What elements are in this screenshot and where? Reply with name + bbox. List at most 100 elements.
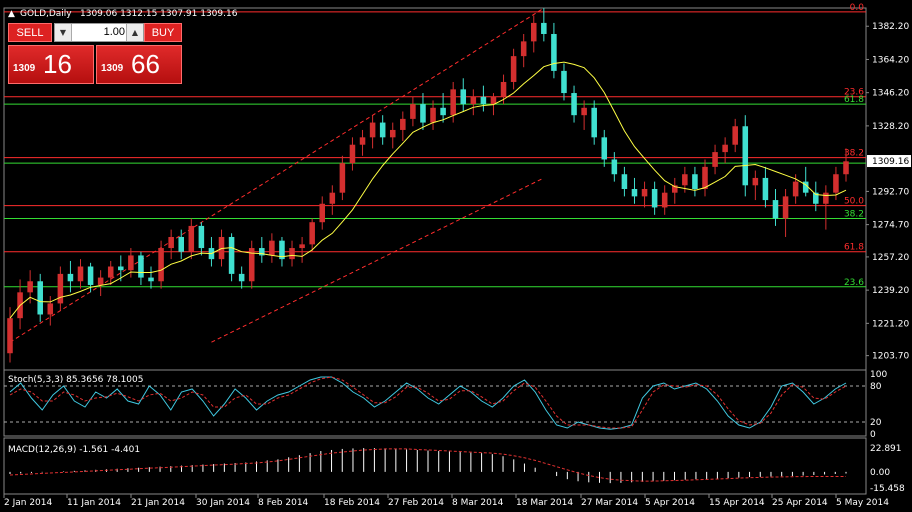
candle-body <box>67 273 74 282</box>
fib-label: 50.0 <box>844 197 864 207</box>
candle-body <box>188 225 195 252</box>
candle-body <box>299 244 305 249</box>
current-price-marker <box>867 155 911 168</box>
candle-body <box>460 89 467 105</box>
candle-body <box>561 70 567 94</box>
macd-tick-label: 22.891 <box>870 444 902 454</box>
price-tick-label: 1257.20 <box>872 253 909 263</box>
fibonacci-levels: 0.023.661.838.250.038.261.823.6 <box>4 3 866 288</box>
candle-body <box>339 163 346 193</box>
time-tick-label: 15 Apr 2014 <box>709 498 765 508</box>
lot-decrease-icon[interactable]: ▼ <box>55 24 72 41</box>
candle-body <box>349 144 356 164</box>
candle-body <box>641 189 648 197</box>
stoch-tick-label: 20 <box>870 418 882 428</box>
candle-body <box>97 277 104 285</box>
candle-body <box>672 185 678 193</box>
one-click-trading-panel: SELL ▼ 1.00 ▲ BUY 1309 16 1309 66 <box>8 23 182 84</box>
candle-body <box>47 303 54 315</box>
candle-body <box>762 177 769 201</box>
fib-label: 0.0 <box>850 3 865 13</box>
lot-size-value[interactable]: 1.00 <box>103 26 125 38</box>
price-tick-label: 1328.20 <box>872 122 909 132</box>
lot-increase-icon[interactable]: ▲ <box>126 24 143 41</box>
candle-body <box>440 107 446 116</box>
candle-body <box>500 81 507 97</box>
time-tick-label: 2 Jan 2014 <box>4 498 52 508</box>
ask-price-minor: 66 <box>131 49 160 79</box>
macd-title: MACD(12,26,9) -1.561 -4.401 <box>8 445 140 455</box>
buy-button[interactable]: BUY <box>144 23 182 42</box>
lot-size-field[interactable]: ▼ 1.00 ▲ <box>54 23 144 42</box>
candle-body <box>752 177 759 186</box>
candle-body <box>551 33 557 71</box>
candle-body <box>510 56 517 82</box>
candle-body <box>248 248 255 282</box>
candle-body <box>651 189 658 208</box>
stoch-panel-frame <box>3 369 867 437</box>
candle-body <box>541 22 547 34</box>
candle-body <box>138 255 144 278</box>
candle-body <box>128 255 134 271</box>
candle-body <box>682 174 688 186</box>
candle-body <box>782 196 789 219</box>
stochastic-indicator: 100 80 20 0 <box>4 370 887 440</box>
time-axis: 2 Jan 2014 11 Jan 2014 21 Jan 2014 30 Jan 2… <box>3 494 889 508</box>
time-tick-label: 5 May 2014 <box>836 498 889 508</box>
candle-body <box>692 174 698 189</box>
candle-body <box>228 236 235 274</box>
candle-body <box>77 266 84 282</box>
price-tick-label: 1382.20 <box>872 22 909 32</box>
candle-body <box>319 203 326 223</box>
candle-body <box>369 122 376 138</box>
candle-body <box>269 240 275 256</box>
fib-label: 61.8 <box>844 95 864 105</box>
candle-body <box>168 236 174 249</box>
stoch-title: Stoch(5,3,3) 85.3656 78.1005 <box>8 375 143 385</box>
candle-body <box>571 93 577 116</box>
candle-body <box>118 266 124 271</box>
macd-tick-label: -15.458 <box>870 484 905 494</box>
candle-body <box>631 189 638 197</box>
candle-body <box>833 174 839 193</box>
candle-body <box>490 96 497 105</box>
candle-body <box>148 277 154 282</box>
macd-signal-line <box>9 448 846 482</box>
time-tick-label: 5 Apr 2014 <box>645 498 695 508</box>
candle-body <box>198 225 205 249</box>
fib-label: 23.6 <box>844 278 864 288</box>
candle-body <box>843 161 849 175</box>
macd-indicator: 22.891 0.00 -15.458 <box>9 444 905 494</box>
sell-button[interactable]: SELL <box>8 23 52 42</box>
ask-price-button[interactable]: 1309 66 <box>96 45 182 84</box>
fib-label: 38.2 <box>844 210 864 220</box>
candle-body <box>772 200 779 219</box>
time-tick-label: 25 Apr 2014 <box>772 498 828 508</box>
current-price-label: 1309.16 <box>872 157 909 167</box>
chart-ohlc: 1309.06 1312.15 1307.91 1309.16 <box>80 9 238 19</box>
bid-price-major: 1309 <box>13 63 36 74</box>
stoch-tick-label: 0 <box>870 430 876 440</box>
moving-average <box>9 61 847 319</box>
stoch-main-line <box>9 376 847 430</box>
candle-body <box>742 126 749 186</box>
candle-body <box>37 281 43 315</box>
time-tick-label: 11 Jan 2014 <box>67 498 121 508</box>
candle-body <box>802 181 809 193</box>
candle-body <box>712 152 718 167</box>
stoch-tick-label: 80 <box>870 382 882 392</box>
price-tick-label: 1203.70 <box>872 352 909 362</box>
price-axis: 1382.20 1364.20 1346.20 1328.20 1309.16 1292.… <box>866 22 911 362</box>
candle-body <box>611 159 618 175</box>
candle-body <box>450 89 456 116</box>
bid-price-button[interactable]: 1309 16 <box>8 45 94 84</box>
candle-body <box>530 22 537 42</box>
candle-body <box>178 236 184 252</box>
time-tick-label: 21 Jan 2014 <box>131 498 185 508</box>
candle-body <box>57 273 64 304</box>
macd-tick-label: 0.00 <box>870 468 890 478</box>
candle-body <box>470 96 477 105</box>
candle-body <box>420 104 426 123</box>
ask-price-major: 1309 <box>101 63 124 74</box>
